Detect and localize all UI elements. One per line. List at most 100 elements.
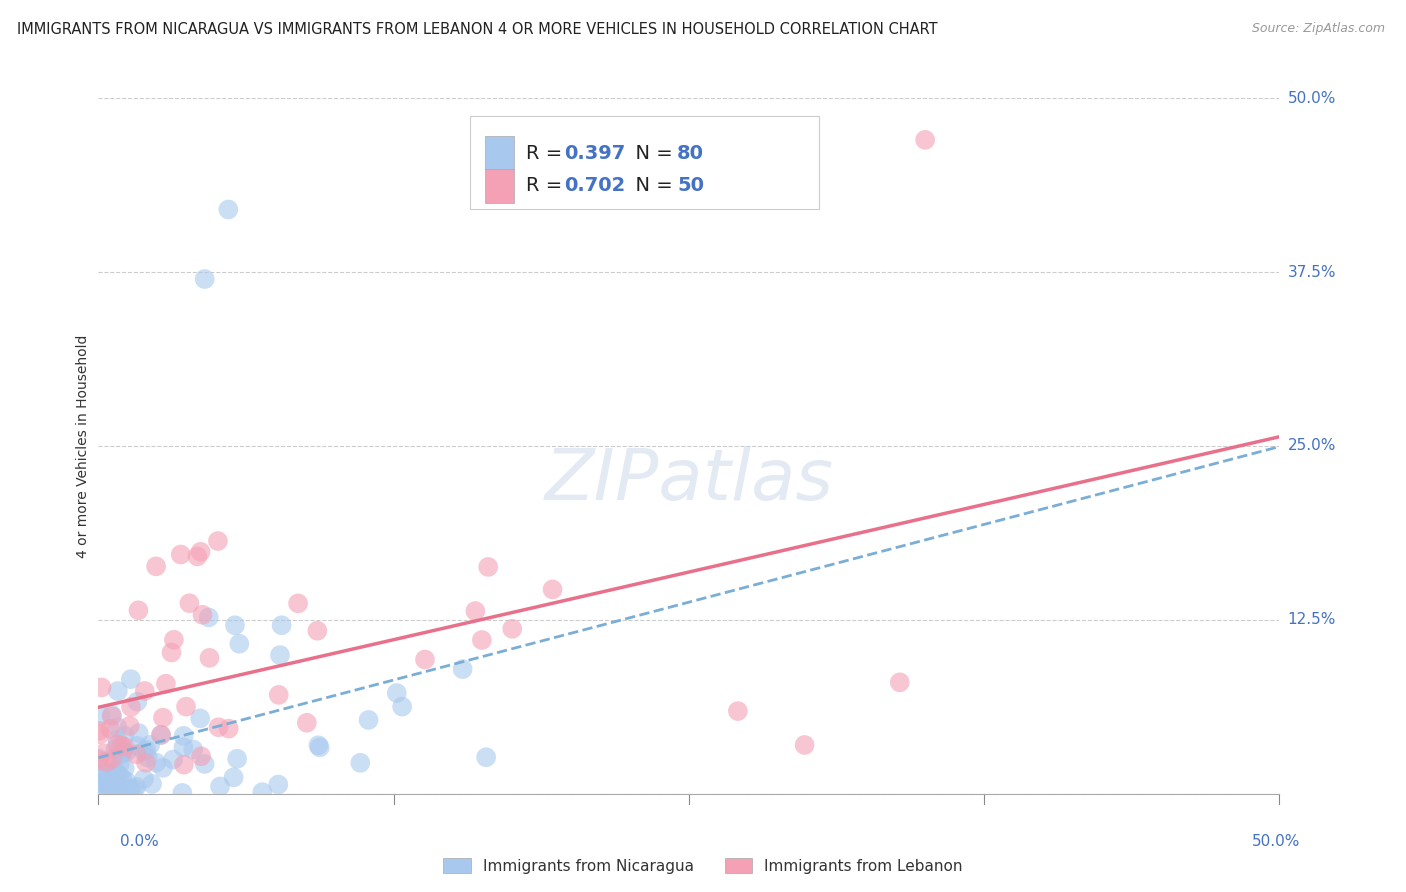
Point	[128, 726, 150, 740]
Point	[139, 738, 162, 752]
Point	[127, 739, 149, 753]
Point	[98, 780, 121, 794]
Point	[89, 752, 111, 766]
Point	[181, 742, 204, 756]
Point	[89, 727, 111, 741]
Point	[120, 672, 142, 686]
Point	[179, 596, 201, 610]
Point	[112, 742, 135, 756]
Point	[114, 729, 136, 743]
Point	[207, 534, 229, 549]
Point	[385, 686, 408, 700]
Text: 12.5%: 12.5%	[1288, 613, 1336, 627]
Point	[252, 785, 274, 799]
Point	[188, 711, 211, 725]
Point	[103, 765, 125, 780]
Point	[90, 709, 112, 723]
Point	[98, 722, 121, 736]
Point	[186, 549, 208, 564]
Point	[93, 772, 115, 786]
Point	[197, 610, 219, 624]
Point	[208, 780, 231, 794]
Point	[100, 786, 122, 800]
Point	[170, 548, 193, 562]
Point	[207, 720, 229, 734]
Point	[125, 780, 148, 794]
Point	[308, 740, 330, 755]
Point	[134, 684, 156, 698]
Point	[96, 755, 118, 769]
Point	[118, 719, 141, 733]
Point	[145, 756, 167, 770]
Point	[152, 711, 174, 725]
Point	[120, 700, 142, 714]
Point	[122, 781, 145, 796]
Text: N =: N =	[623, 144, 679, 162]
Point	[107, 738, 129, 752]
Point	[114, 761, 136, 775]
Point	[267, 688, 290, 702]
Point	[451, 662, 474, 676]
Text: N =: N =	[623, 177, 679, 195]
Text: 25.0%: 25.0%	[1288, 439, 1336, 453]
Point	[413, 652, 436, 666]
Point	[793, 738, 815, 752]
Point	[101, 752, 124, 766]
Point	[100, 707, 122, 722]
Point	[97, 785, 120, 799]
Point	[173, 729, 195, 743]
Text: R =: R =	[526, 144, 568, 162]
Text: R =: R =	[526, 177, 568, 195]
Point	[108, 769, 131, 783]
Point	[145, 559, 167, 574]
Point	[464, 604, 486, 618]
Point	[108, 756, 131, 771]
Point	[391, 699, 413, 714]
Point	[104, 742, 127, 756]
Point	[471, 632, 494, 647]
Point	[226, 752, 249, 766]
Point	[90, 776, 112, 790]
Point	[155, 676, 177, 690]
Point	[104, 770, 127, 784]
Point	[501, 622, 523, 636]
Text: 80: 80	[678, 144, 704, 162]
Point	[163, 632, 186, 647]
Point	[107, 684, 129, 698]
Point	[111, 745, 134, 759]
Point	[190, 545, 212, 559]
Point	[108, 781, 131, 796]
Point	[135, 756, 157, 770]
Point	[174, 699, 197, 714]
Point	[152, 761, 174, 775]
Point	[105, 732, 128, 747]
Text: 50.0%: 50.0%	[1288, 91, 1336, 105]
Point	[349, 756, 371, 770]
Point	[475, 750, 498, 764]
FancyBboxPatch shape	[485, 136, 515, 169]
Point	[111, 746, 134, 760]
Point	[295, 715, 318, 730]
Text: 0.397: 0.397	[564, 144, 626, 162]
Point	[173, 757, 195, 772]
Point	[103, 783, 125, 797]
Point	[89, 723, 111, 738]
Point	[110, 785, 132, 799]
Point	[111, 772, 134, 786]
Point	[101, 709, 124, 723]
Point	[114, 739, 136, 754]
Point	[120, 782, 142, 797]
Point	[172, 786, 194, 800]
Text: Source: ZipAtlas.com: Source: ZipAtlas.com	[1251, 22, 1385, 36]
Point	[217, 202, 239, 217]
Text: 50: 50	[678, 177, 704, 195]
Text: 37.5%: 37.5%	[1288, 265, 1336, 279]
Point	[90, 681, 112, 695]
FancyBboxPatch shape	[485, 169, 515, 202]
Point	[889, 675, 911, 690]
Point	[110, 747, 132, 761]
Point	[132, 744, 155, 758]
Point	[267, 778, 290, 792]
Point	[87, 754, 110, 768]
Point	[114, 745, 136, 759]
